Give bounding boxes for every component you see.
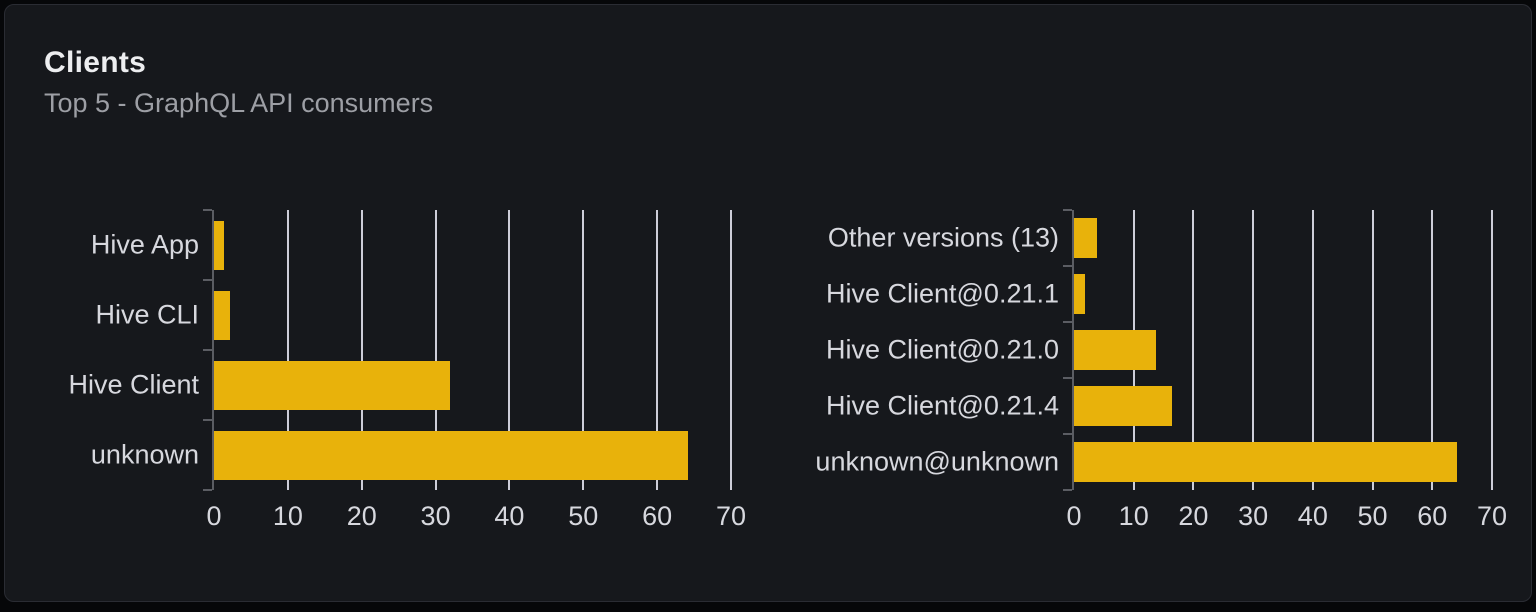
y-axis-tick (203, 209, 212, 211)
bar[interactable] (1074, 442, 1457, 482)
x-axis-tick-label: 60 (642, 501, 673, 531)
y-axis-tick (203, 419, 212, 421)
y-axis-tick (1063, 209, 1072, 211)
gridline (730, 210, 733, 490)
gridline (1371, 210, 1374, 490)
x-axis-tick-label: 50 (1357, 501, 1388, 531)
panel-title: Clients (44, 46, 147, 79)
x-axis-tick-label: 40 (494, 501, 525, 531)
gridline (582, 210, 585, 490)
x-axis-tick-label: 40 (1297, 501, 1328, 531)
y-axis-tick (1063, 433, 1072, 435)
y-axis-tick (1063, 377, 1072, 379)
gridline (1431, 210, 1434, 490)
bar[interactable] (214, 220, 225, 270)
bar[interactable] (214, 430, 689, 480)
category-label: Hive Client@0.21.1 (825, 278, 1059, 309)
x-axis-tick-label: 0 (206, 501, 222, 531)
x-axis-tick-label: 30 (1238, 501, 1269, 531)
gridline (1252, 210, 1255, 490)
gridline (656, 210, 659, 490)
gridline (434, 210, 437, 490)
bar[interactable] (1074, 218, 1098, 258)
x-axis-tick-label: 70 (715, 501, 747, 531)
gridline (360, 210, 363, 490)
x-axis-tick-label: 20 (346, 501, 377, 531)
x-axis-tick-label: 10 (1118, 501, 1149, 531)
bar[interactable] (1074, 330, 1156, 370)
x-axis-tick-label: 50 (568, 501, 599, 531)
y-axis-tick (203, 349, 212, 351)
gridline (1311, 210, 1314, 490)
x-axis-tick-label: 20 (1178, 501, 1209, 531)
panel-subtitle: Top 5 - GraphQL API consumers (44, 88, 434, 118)
category-label: Other versions (13) (827, 222, 1059, 253)
x-axis-tick-label: 0 (1066, 501, 1082, 531)
y-axis-tick (1063, 489, 1072, 491)
y-axis-tick (1063, 265, 1072, 267)
x-axis-tick-label: 60 (1417, 501, 1448, 531)
y-axis-tick (203, 279, 212, 281)
gridline (286, 210, 289, 490)
category-label: Hive Client@0.21.4 (825, 390, 1059, 421)
panel-background (4, 4, 1532, 602)
x-axis-tick-label: 70 (1476, 501, 1507, 531)
y-axis-tick (203, 489, 212, 491)
x-axis-tick-label: 30 (420, 501, 451, 531)
category-label: Hive Client@0.21.0 (825, 334, 1059, 365)
y-axis-tick (1063, 321, 1072, 323)
y-axis-line (212, 210, 214, 490)
gridline (1490, 210, 1493, 490)
bar[interactable] (1074, 386, 1172, 426)
bar[interactable] (214, 360, 451, 410)
gridline (508, 210, 511, 490)
bar[interactable] (1074, 274, 1085, 314)
gridline (1192, 210, 1195, 490)
bar[interactable] (214, 290, 231, 340)
x-axis-tick-label: 10 (272, 501, 303, 531)
y-axis-line (1072, 210, 1074, 490)
